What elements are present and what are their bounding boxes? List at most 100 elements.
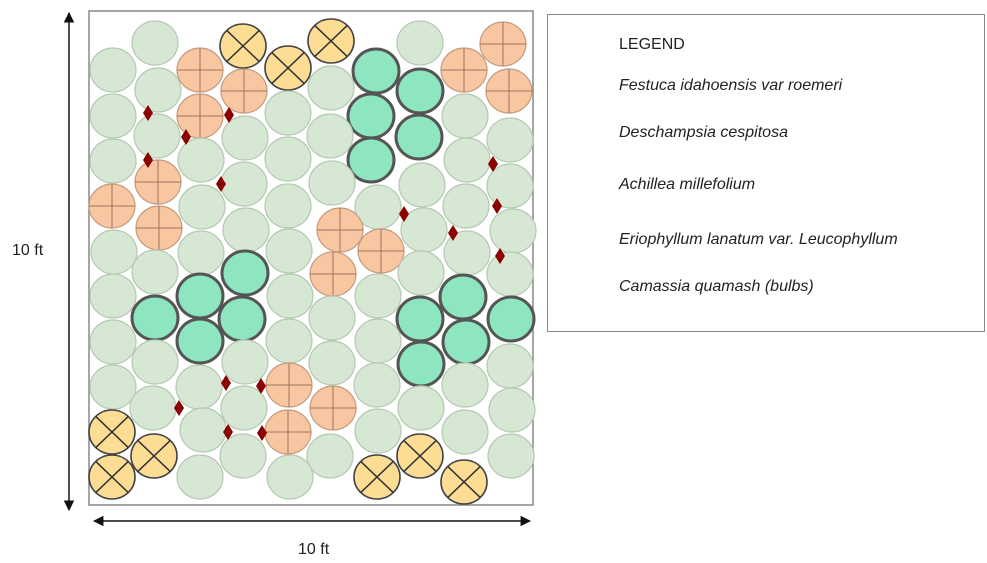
plant-festuca [486, 163, 534, 209]
plant-festuca [90, 229, 138, 275]
plant-deschampsia [357, 228, 405, 274]
bulb-camassia [257, 425, 267, 441]
plant-festuca [221, 339, 269, 385]
plant-festuca [177, 137, 225, 183]
plant-festuca [131, 20, 179, 66]
plant-festuca [131, 339, 179, 385]
plant-festuca [177, 230, 225, 276]
plant-achillea [307, 18, 355, 64]
bulb-camassia [223, 424, 233, 440]
plant-eriophyllum [394, 113, 444, 161]
width-dimension-label: 10 ft [298, 541, 330, 558]
legend-label-eriophyllum: Eriophyllum lanatum var. Leucophyllum [619, 231, 898, 248]
plant-festuca [306, 433, 354, 479]
plant-eriophyllum [395, 295, 445, 343]
plant-achillea [88, 454, 136, 500]
plant-festuca [176, 454, 224, 500]
plant-festuca [397, 250, 445, 296]
plant-festuca [397, 385, 445, 431]
legend-label-deschampsia: Deschampsia cespitosa [619, 124, 788, 141]
plant-festuca [308, 340, 356, 386]
plant-eriophyllum [486, 295, 536, 343]
plant-festuca [306, 113, 354, 159]
plant-eriophyllum [346, 136, 396, 184]
bulb-camassia [143, 105, 153, 121]
plant-deschampsia [309, 385, 357, 431]
plant-festuca [175, 364, 223, 410]
legend-label-festuca: Festuca idahoensis var roemeri [619, 77, 843, 94]
plant-festuca [308, 295, 356, 341]
plant-festuca [219, 433, 267, 479]
plant-festuca [222, 207, 270, 253]
plant-festuca [221, 115, 269, 161]
plant-eriophyllum [220, 249, 270, 297]
bulb-camassia [174, 400, 184, 416]
plant-festuca [265, 318, 313, 364]
bulb-camassia [216, 176, 226, 192]
plant-achillea [264, 45, 312, 91]
plant-festuca [354, 273, 402, 319]
plant-festuca [220, 161, 268, 207]
plant-achillea [219, 23, 267, 69]
plant-eriophyllum [395, 67, 445, 115]
plant-festuca [486, 343, 534, 389]
plant-deschampsia [309, 251, 357, 297]
plant-eriophyllum [175, 317, 225, 365]
plant-eriophyllum [130, 294, 180, 342]
plant-festuca [134, 67, 182, 113]
plant-deschampsia [176, 47, 224, 93]
plant-festuca [354, 318, 402, 364]
plant-deschampsia [485, 68, 533, 114]
bulb-camassia [495, 248, 505, 264]
plant-deschampsia [265, 362, 313, 408]
plant-festuca [220, 385, 268, 431]
plant-festuca [308, 160, 356, 206]
plant-deschampsia [316, 207, 364, 253]
plant-festuca [443, 137, 491, 183]
plant-festuca [89, 273, 137, 319]
plant-festuca [487, 433, 535, 479]
bulb-camassia [488, 156, 498, 172]
plant-festuca [264, 183, 312, 229]
plant-festuca [396, 20, 444, 66]
bulb-camassia [492, 198, 502, 214]
plant-festuca [89, 319, 137, 365]
legend-title: LEGEND [619, 36, 685, 53]
plant-festuca [179, 407, 227, 453]
plant-festuca [131, 249, 179, 295]
plant-eriophyllum [396, 340, 446, 388]
plant-deschampsia [479, 21, 527, 67]
plant-deschampsia [88, 183, 136, 229]
bulb-layer [143, 105, 505, 441]
plant-eriophyllum [175, 272, 225, 320]
plant-festuca [441, 362, 489, 408]
plant-festuca [441, 93, 489, 139]
plant-eriophyllum [441, 318, 491, 366]
plant-deschampsia [220, 68, 268, 114]
plant-achillea [353, 454, 401, 500]
plant-festuca [442, 183, 490, 229]
plant-festuca [488, 387, 536, 433]
plant-festuca [398, 162, 446, 208]
plant-deschampsia [134, 159, 182, 205]
plant-festuca [178, 184, 226, 230]
plant-festuca [264, 90, 312, 136]
bulb-camassia [448, 225, 458, 241]
plant-achillea [440, 459, 488, 505]
plant-festuca [489, 208, 537, 254]
plant-deschampsia [176, 93, 224, 139]
plant-festuca [129, 385, 177, 431]
legend-label-achillea: Achillea millefolium [619, 176, 756, 193]
plant-festuca [133, 113, 181, 159]
height-dimension-label: 10 ft [12, 242, 44, 259]
plant-festuca [89, 364, 137, 410]
plant-achillea [88, 409, 136, 455]
plant-festuca [265, 228, 313, 274]
bulb-camassia [224, 107, 234, 123]
plant-eriophyllum [351, 47, 401, 95]
bulb-camassia [143, 152, 153, 168]
bulb-camassia [181, 129, 191, 145]
plant-festuca [354, 408, 402, 454]
bulb-camassia [221, 375, 231, 391]
